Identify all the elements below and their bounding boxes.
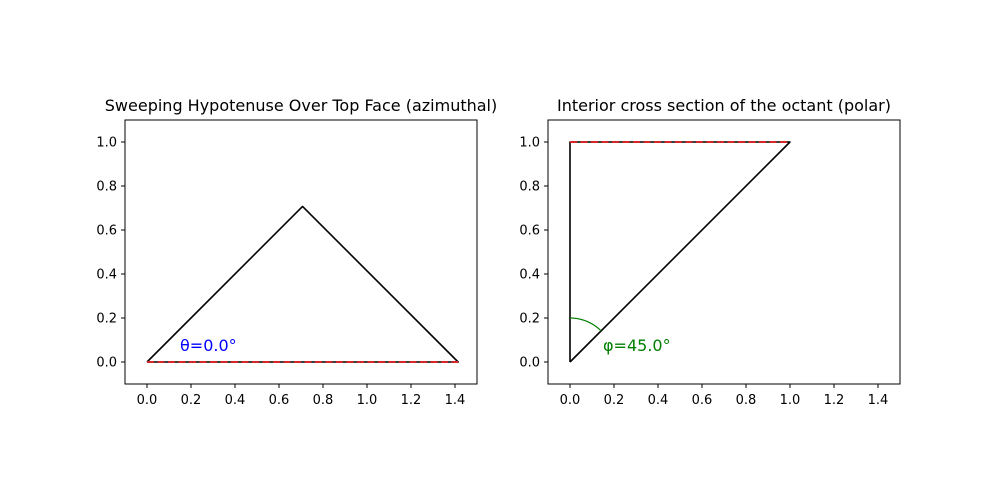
left-y-tick-label: 0.8	[96, 180, 117, 195]
right-y-tick-label: 1.0	[519, 136, 540, 151]
right-x-tick-label: 0.4	[648, 393, 669, 408]
left-plot-frame	[124, 119, 478, 385]
left-x-tick-label: 0.6	[269, 393, 290, 408]
right-x-tick-label: 1.0	[780, 393, 801, 408]
right-x-tick-label: 1.2	[824, 393, 845, 408]
left-x-tick-label: 0.4	[225, 393, 246, 408]
left-chart-title: Sweeping Hypotenuse Over Top Face (azimu…	[105, 96, 497, 115]
left-y-tick-label: 0.4	[96, 268, 117, 283]
left-x-tick-label: 0.8	[313, 393, 334, 408]
right-y-tick-label: 0.0	[519, 356, 540, 371]
left-chart-panel: Sweeping Hypotenuse Over Top Face (azimu…	[96, 96, 497, 408]
left-y-tick-label: 0.2	[96, 312, 117, 327]
right-x-tick-label: 0.2	[604, 393, 625, 408]
left-x-tick-label: 1.0	[357, 393, 378, 408]
left-y-tick-label: 0.6	[96, 224, 117, 239]
left-y-tick-label: 0.0	[96, 356, 117, 371]
left-x-tick-label: 0.0	[137, 393, 158, 408]
right-plot-frame	[547, 119, 901, 385]
right-y-tick-label: 0.2	[519, 312, 540, 327]
right-x-tick-label: 0.6	[692, 393, 713, 408]
right-angle-annotation: φ=45.0°	[603, 336, 671, 355]
right-chart-title: Interior cross section of the octant (po…	[557, 96, 891, 115]
left-y-tick-label: 1.0	[96, 136, 117, 151]
left-x-tick-label: 1.4	[445, 393, 466, 408]
right-x-tick-label: 1.4	[868, 393, 889, 408]
right-angle-arc	[569, 317, 602, 332]
left-angle-annotation: θ=0.0°	[180, 336, 237, 355]
right-x-tick-label: 0.0	[560, 393, 581, 408]
right-y-tick-label: 0.4	[519, 268, 540, 283]
right-chart-panel: Interior cross section of the octant (po…	[519, 96, 901, 408]
right-x-tick-label: 0.8	[736, 393, 757, 408]
left-x-tick-label: 1.2	[401, 393, 422, 408]
right-y-tick-label: 0.8	[519, 180, 540, 195]
left-x-tick-label: 0.2	[181, 393, 202, 408]
left-series-triangle-outline	[146, 205, 459, 363]
right-y-tick-label: 0.6	[519, 224, 540, 239]
